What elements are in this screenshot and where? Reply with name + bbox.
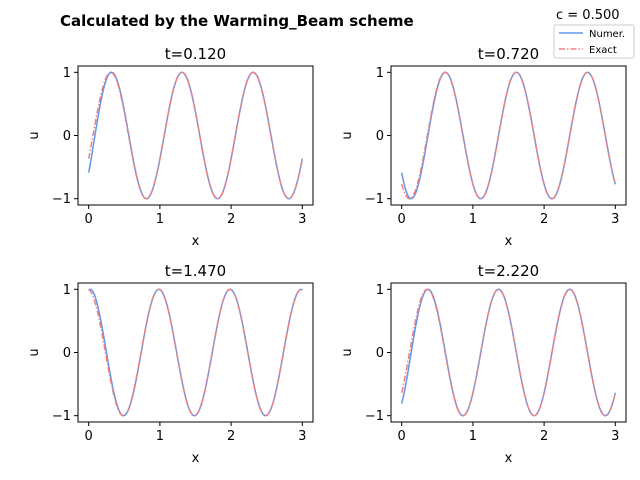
y-tick-label: 1: [63, 66, 71, 81]
subplot-3: 0 1 2 3 −1 0 1 t=1.470 x u: [27, 262, 314, 466]
series-exact-line: [88, 288, 303, 417]
figure-suptitle: Calculated by the Warming_Beam scheme: [60, 12, 414, 30]
x-tick-label: 0: [85, 429, 93, 444]
x-tick-label: 3: [611, 429, 619, 444]
subplot-2: 0 1 2 3 −1 0 1 t=0.720 x u: [340, 45, 627, 249]
legend-numer-label: Numer.: [589, 29, 625, 40]
axes-frame: [77, 282, 314, 423]
y-tick-label: 0: [376, 129, 384, 144]
series-numer-line: [88, 288, 303, 417]
x-tick-label: 3: [611, 212, 619, 227]
x-tick-label: 2: [227, 429, 235, 444]
subplot-1: 0 1 2 3 −1 0 1 t=0.120 x u: [27, 45, 314, 249]
subplot-title: t=2.220: [478, 262, 539, 280]
x-tick-label: 1: [156, 429, 164, 444]
x-tick-label: 0: [398, 212, 406, 227]
y-axis-label: u: [340, 131, 355, 139]
y-tick-label: −1: [52, 192, 71, 207]
x-tick-label: 3: [298, 429, 306, 444]
x-tick-label: 0: [398, 429, 406, 444]
y-axis-label: u: [27, 131, 42, 139]
x-axis-label: x: [192, 451, 200, 466]
axes-frame: [77, 65, 314, 206]
x-tick-label: 2: [540, 212, 548, 227]
y-axis-label: u: [27, 348, 42, 356]
legend: Numer. Exact: [553, 24, 635, 59]
series-exact-line: [400, 71, 617, 200]
y-tick-label: 0: [63, 346, 71, 361]
x-tick-label: 3: [298, 212, 306, 227]
axes-frame: [390, 282, 627, 423]
y-tick-label: 0: [63, 129, 71, 144]
y-tick-label: −1: [52, 409, 71, 424]
y-tick-label: −1: [365, 192, 384, 207]
subplot-title: t=0.720: [478, 45, 539, 63]
x-tick-label: 1: [469, 212, 477, 227]
series-numer-line: [400, 71, 617, 200]
x-axis-label: x: [505, 234, 513, 249]
y-tick-label: 1: [376, 66, 384, 81]
subplot-title: t=0.120: [165, 45, 226, 63]
legend-exact-label: Exact: [589, 45, 617, 56]
x-tick-label: 0: [85, 212, 93, 227]
c-value-label: c = 0.500: [556, 8, 620, 23]
x-tick-label: 2: [227, 212, 235, 227]
x-tick-label: 2: [540, 429, 548, 444]
x-tick-label: 1: [469, 429, 477, 444]
subplot-title: t=1.470: [165, 262, 226, 280]
y-tick-label: −1: [365, 409, 384, 424]
series-numer-line: [400, 288, 617, 417]
y-tick-label: 1: [376, 283, 384, 298]
series-exact-line: [400, 288, 617, 417]
series-exact-line: [87, 71, 304, 200]
y-axis-label: u: [340, 348, 355, 356]
x-axis-label: x: [505, 451, 513, 466]
y-tick-label: 0: [376, 346, 384, 361]
x-axis-label: x: [192, 234, 200, 249]
y-tick-label: 1: [63, 283, 71, 298]
x-tick-label: 1: [156, 212, 164, 227]
subplot-4: 0 1 2 3 −1 0 1 t=2.220 x u: [340, 262, 627, 466]
